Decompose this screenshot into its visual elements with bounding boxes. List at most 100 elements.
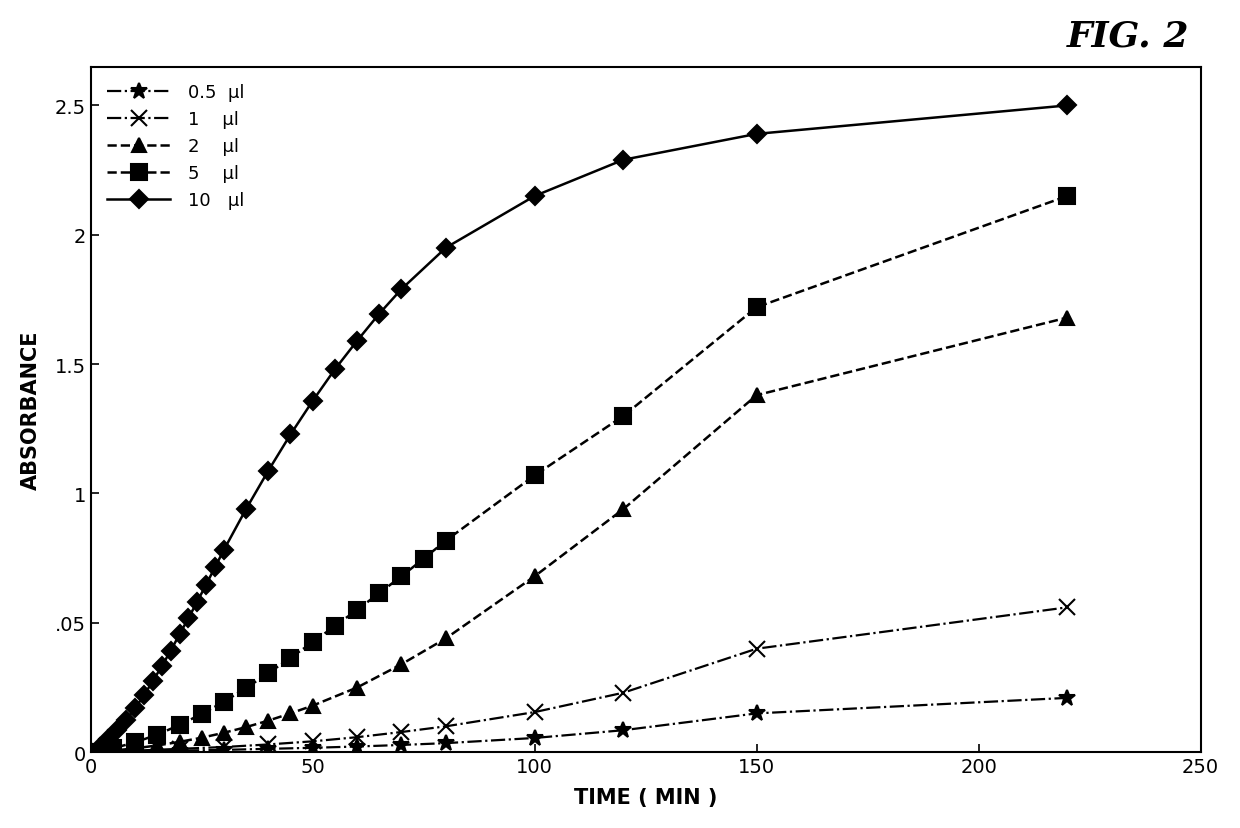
- 2    μl: [195, 733, 210, 743]
- 1    μl: [1060, 603, 1075, 613]
- 0.5  μl: [527, 733, 542, 743]
- 2    μl: [1060, 313, 1075, 323]
- 5    μl: [83, 748, 98, 758]
- 5    μl: [372, 589, 387, 599]
- 0.5  μl: [83, 748, 98, 758]
- Line: 5    μl: 5 μl: [83, 189, 1075, 760]
- 2    μl: [150, 740, 165, 750]
- Line: 10   μl: 10 μl: [84, 100, 1074, 758]
- 10   μl: [327, 365, 342, 375]
- 2    μl: [283, 709, 298, 719]
- 2    μl: [105, 746, 120, 756]
- 5    μl: [150, 729, 165, 739]
- 0.5  μl: [260, 744, 275, 754]
- 5    μl: [417, 554, 432, 564]
- 1    μl: [527, 707, 542, 717]
- 1    μl: [128, 746, 143, 756]
- 1    μl: [439, 721, 454, 731]
- 10   μl: [283, 430, 298, 440]
- Text: FIG. 2: FIG. 2: [1066, 20, 1189, 54]
- 10   μl: [527, 192, 542, 202]
- 5    μl: [105, 744, 120, 753]
- 10   μl: [181, 614, 196, 623]
- 0.5  μl: [217, 745, 232, 755]
- 5    μl: [172, 720, 187, 730]
- 10   μl: [260, 466, 275, 476]
- 5    μl: [1060, 192, 1075, 202]
- 10   μl: [190, 597, 205, 607]
- Line: 0.5  μl: 0.5 μl: [82, 690, 1076, 761]
- Legend: 0.5  μl, 1    μl, 2    μl, 5    μl, 10   μl: 0.5 μl, 1 μl, 2 μl, 5 μl, 10 μl: [99, 76, 252, 217]
- 10   μl: [439, 243, 454, 253]
- 0.5  μl: [1060, 693, 1075, 703]
- 10   μl: [154, 662, 169, 672]
- 5    μl: [305, 638, 320, 647]
- 10   μl: [100, 734, 115, 744]
- 10   μl: [198, 580, 213, 590]
- 10   μl: [1060, 101, 1075, 111]
- 2    μl: [616, 504, 631, 514]
- 0.5  μl: [439, 739, 454, 749]
- 2    μl: [172, 737, 187, 747]
- 5    μl: [238, 683, 253, 693]
- 5    μl: [350, 605, 365, 615]
- 5    μl: [327, 621, 342, 631]
- 0.5  μl: [350, 742, 365, 752]
- Line: 1    μl: 1 μl: [83, 600, 1075, 760]
- 10   μl: [749, 130, 764, 140]
- 1    μl: [394, 727, 409, 737]
- 10   μl: [217, 546, 232, 556]
- 2    μl: [128, 744, 143, 753]
- 5    μl: [195, 709, 210, 719]
- 5    μl: [283, 653, 298, 663]
- 0.5  μl: [128, 747, 143, 757]
- 5    μl: [439, 536, 454, 546]
- 1    μl: [172, 744, 187, 754]
- 5    μl: [394, 571, 409, 581]
- 0.5  μl: [616, 725, 631, 735]
- 1    μl: [217, 742, 232, 752]
- 2    μl: [238, 722, 253, 732]
- 10   μl: [92, 742, 107, 752]
- 5    μl: [749, 303, 764, 313]
- 5    μl: [616, 412, 631, 421]
- 5    μl: [128, 738, 143, 748]
- 10   μl: [616, 156, 631, 166]
- 10   μl: [83, 748, 98, 758]
- 10   μl: [172, 630, 187, 640]
- 2    μl: [439, 633, 454, 643]
- 1    μl: [260, 739, 275, 749]
- 0.5  μl: [749, 709, 764, 719]
- 2    μl: [350, 683, 365, 693]
- Line: 2    μl: 2 μl: [84, 311, 1074, 759]
- 10   μl: [238, 504, 253, 514]
- 10   μl: [128, 704, 143, 714]
- 0.5  μl: [172, 746, 187, 756]
- 10   μl: [110, 725, 125, 735]
- 10   μl: [145, 676, 160, 686]
- 2    μl: [260, 715, 275, 725]
- 0.5  μl: [394, 740, 409, 750]
- 0.5  μl: [305, 743, 320, 753]
- 10   μl: [119, 715, 134, 725]
- 10   μl: [136, 691, 151, 700]
- 1    μl: [749, 644, 764, 654]
- Y-axis label: ABSORBANCE: ABSORBANCE: [21, 330, 41, 489]
- X-axis label: TIME ( MIN ): TIME ( MIN ): [574, 787, 718, 807]
- 1    μl: [350, 732, 365, 742]
- 2    μl: [749, 391, 764, 401]
- 2    μl: [305, 700, 320, 710]
- 1    μl: [83, 748, 98, 758]
- 10   μl: [394, 285, 409, 295]
- 2    μl: [394, 659, 409, 669]
- 2    μl: [83, 748, 98, 758]
- 10   μl: [164, 646, 179, 656]
- 1    μl: [616, 688, 631, 698]
- 10   μl: [372, 310, 387, 320]
- 5    μl: [217, 697, 232, 707]
- 10   μl: [207, 562, 222, 572]
- 2    μl: [527, 571, 542, 581]
- 10   μl: [305, 397, 320, 407]
- 2    μl: [217, 728, 232, 738]
- 1    μl: [305, 736, 320, 746]
